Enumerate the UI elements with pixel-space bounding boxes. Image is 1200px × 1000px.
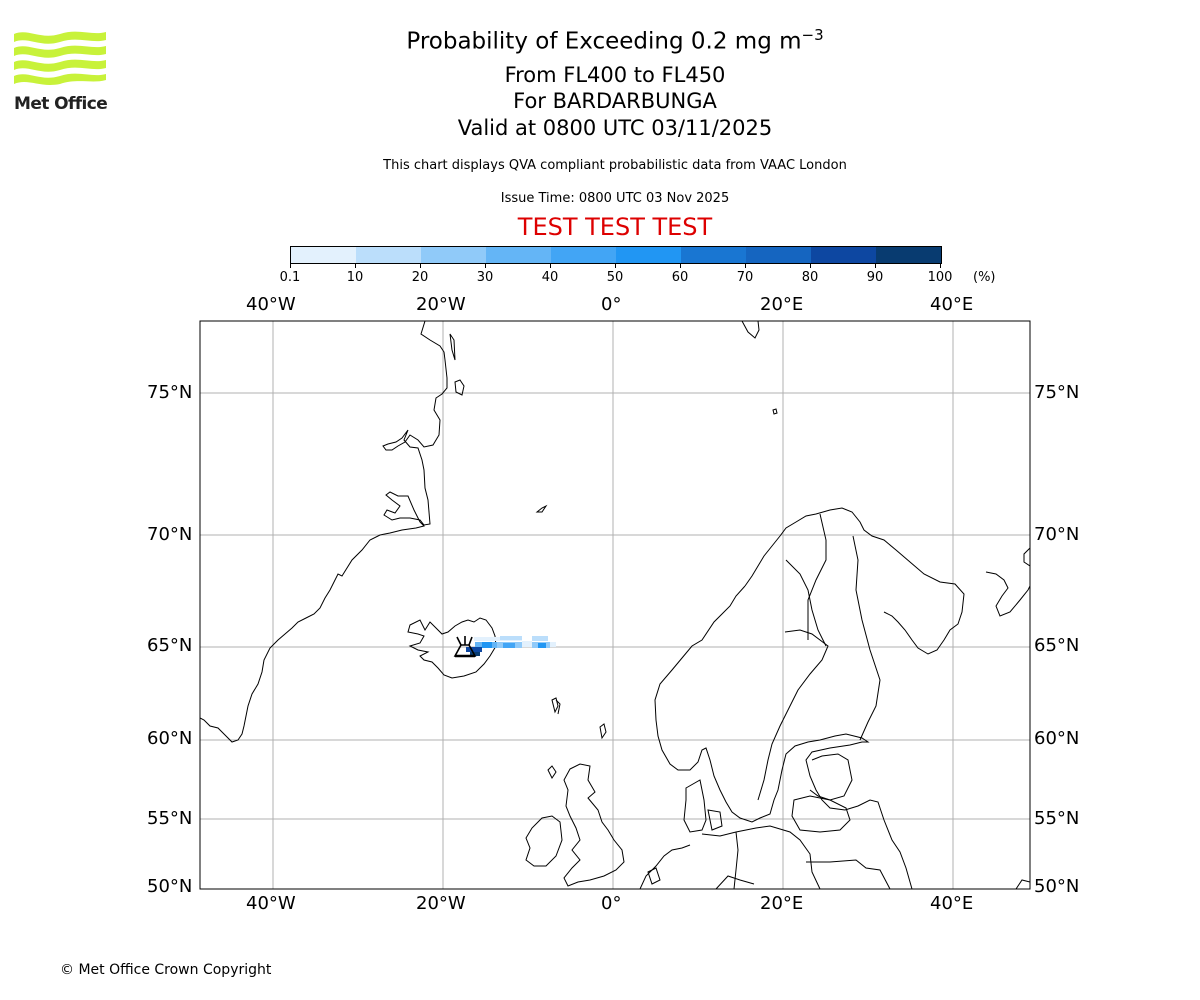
map-frame [199,320,1031,890]
colorbar-label: 0.1 [279,270,301,285]
lon-label-bottom-40e: 40°E [930,893,974,914]
chart-title: Probability of Exceeding 0.2 mg m−3 [0,26,1200,55]
valid-time: Valid at 0800 UTC 03/11/2025 [457,116,773,140]
lon-label-bottom-40w: 40°W [246,893,296,914]
ash-plume [466,636,556,656]
graticule [200,321,1030,889]
lat-label-left-65n: 65°N [147,635,193,656]
copyright-notice: © Met Office Crown Copyright [60,962,272,978]
lat-label-right-65n: 65°N [1034,635,1080,656]
ireland-coast [525,815,563,867]
colorbar-bin-80-90 [811,247,876,263]
lon-label-top-0: 0° [601,294,622,315]
colorbar-tick [485,263,486,268]
lon-label-bottom-0: 0° [601,893,622,914]
iceland-coast [407,617,497,679]
colorbar-bin-50-60 [616,247,681,263]
colorbar-tick [615,263,616,268]
colorbar-label: 50 [606,270,624,285]
volcano-name: For BARDARBUNGA [513,89,717,113]
sweden-finland-border [785,559,827,647]
denmark-coast [683,779,707,833]
colorbar-bin-60-70 [681,247,746,263]
flight-level-range: From FL400 to FL450 [504,63,726,87]
colorbar-bin-20-30 [421,247,486,263]
colorbar-label: 90 [866,270,884,285]
lat-label-left-60n: 60°N [147,728,193,749]
colorbar-label: 30 [476,270,494,285]
logo-text: Met Office [14,94,108,114]
lat-label-right-60n: 60°N [1034,728,1080,749]
lat-label-right-50n: 50°N [1034,876,1080,897]
colorbar-label: 100 [927,270,953,285]
finland-russia-border [852,535,881,741]
coastlines [200,321,1030,889]
colorbar-bin-40-50 [551,247,616,263]
colorbar-bin-70-80 [746,247,811,263]
lon-label-top-20e: 20°E [760,294,804,315]
lon-label-top-40e: 40°E [930,294,974,315]
colorbar-bin-30-40 [486,247,551,263]
colorbar-label: 20 [411,270,429,285]
colorbar-bin-0-10 [291,247,356,263]
colorbar-tick [420,263,421,268]
test-banner: TEST TEST TEST [517,213,713,241]
colorbar-bin-10-20 [356,247,421,263]
lon-label-top-40w: 40°W [246,294,296,315]
colorbar-tick [810,263,811,268]
colorbar-tick [940,263,941,268]
colorbar-tick [290,263,291,268]
great-britain-coast [563,763,625,887]
lat-label-left-75n: 75°N [147,382,193,403]
met-office-waves-icon [14,31,106,85]
colorbar-label: 10 [346,270,364,285]
colorbar-unit: (%) [973,270,996,285]
colorbar-tick [745,263,746,268]
lon-label-bottom-20e: 20°E [760,893,804,914]
chart-description: This chart displays QVA compliant probab… [383,158,847,173]
lat-label-left-70n: 70°N [147,524,193,545]
colorbar [290,246,942,264]
colorbar-tick [680,263,681,268]
colorbar-bin-90-100 [876,247,941,263]
lon-label-bottom-20w: 20°W [416,893,466,914]
colorbar-label: 40 [541,270,559,285]
lat-label-right-75n: 75°N [1034,382,1080,403]
lat-label-right-70n: 70°N [1034,524,1080,545]
met-office-logo: Met Office [14,30,108,114]
colorbar-tick [355,263,356,268]
volcano-icon[interactable] [453,636,477,658]
scandinavia-coast [654,585,913,889]
lat-label-right-55n: 55°N [1034,808,1080,829]
lat-label-left-50n: 50°N [147,876,193,897]
title-superscript: −3 [801,26,824,44]
colorbar-tick [550,263,551,268]
svalbard-coast [741,321,760,339]
lat-label-left-55n: 55°N [147,808,193,829]
title-main: Probability of Exceeding 0.2 mg m [406,28,802,55]
colorbar-label: 70 [736,270,754,285]
issue-time: Issue Time: 0800 UTC 03 Nov 2025 [500,191,730,206]
colorbar-tick [875,263,876,268]
lon-label-top-20w: 20°W [416,294,466,315]
greenland-coast [200,321,448,743]
colorbar-label: 80 [801,270,819,285]
colorbar-label: 60 [671,270,689,285]
